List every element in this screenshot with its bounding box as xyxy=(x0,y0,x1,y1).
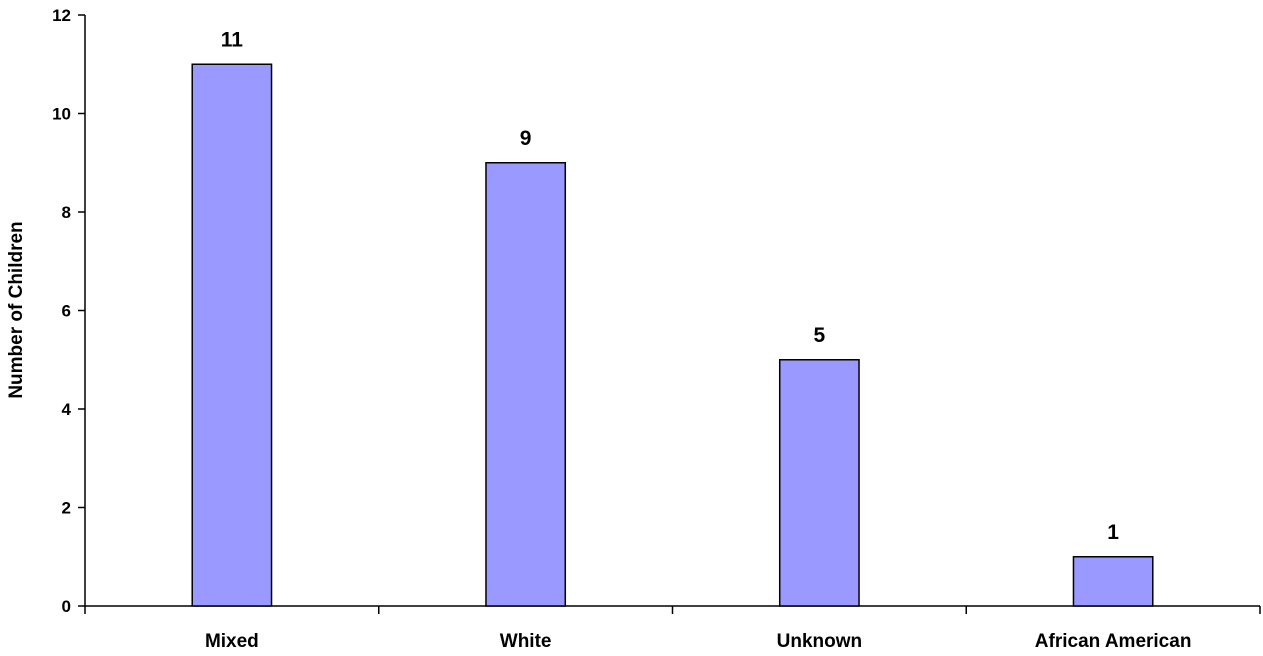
data-label: 11 xyxy=(221,28,244,51)
y-tick-label: 2 xyxy=(62,499,71,518)
y-axis: 0 2 4 6 8 10 12 xyxy=(52,6,86,616)
x-category-label: Mixed xyxy=(205,631,259,652)
x-category-label: Unknown xyxy=(777,631,863,652)
bar-unknown xyxy=(778,359,860,607)
bars xyxy=(191,63,1154,607)
y-axis-title: Number of Children xyxy=(6,221,27,398)
y-tick-label: 8 xyxy=(62,203,71,222)
data-labels: 11 9 5 1 xyxy=(221,28,1120,544)
y-tick-label: 6 xyxy=(62,302,71,321)
bar-mixed xyxy=(191,63,273,607)
y-tick-label: 10 xyxy=(52,105,71,124)
data-label: 9 xyxy=(520,127,532,150)
y-tick-label: 4 xyxy=(62,400,72,419)
x-category-label: White xyxy=(500,631,552,652)
data-label: 1 xyxy=(1107,521,1119,544)
y-tick-label: 0 xyxy=(62,597,71,616)
x-axis: Mixed White Unknown African American xyxy=(84,605,1261,652)
data-label: 5 xyxy=(814,324,826,347)
y-tick-label: 12 xyxy=(52,6,71,25)
bar-white xyxy=(485,162,567,607)
bar-african-american xyxy=(1072,556,1154,607)
x-category-label: African American xyxy=(1035,631,1192,652)
